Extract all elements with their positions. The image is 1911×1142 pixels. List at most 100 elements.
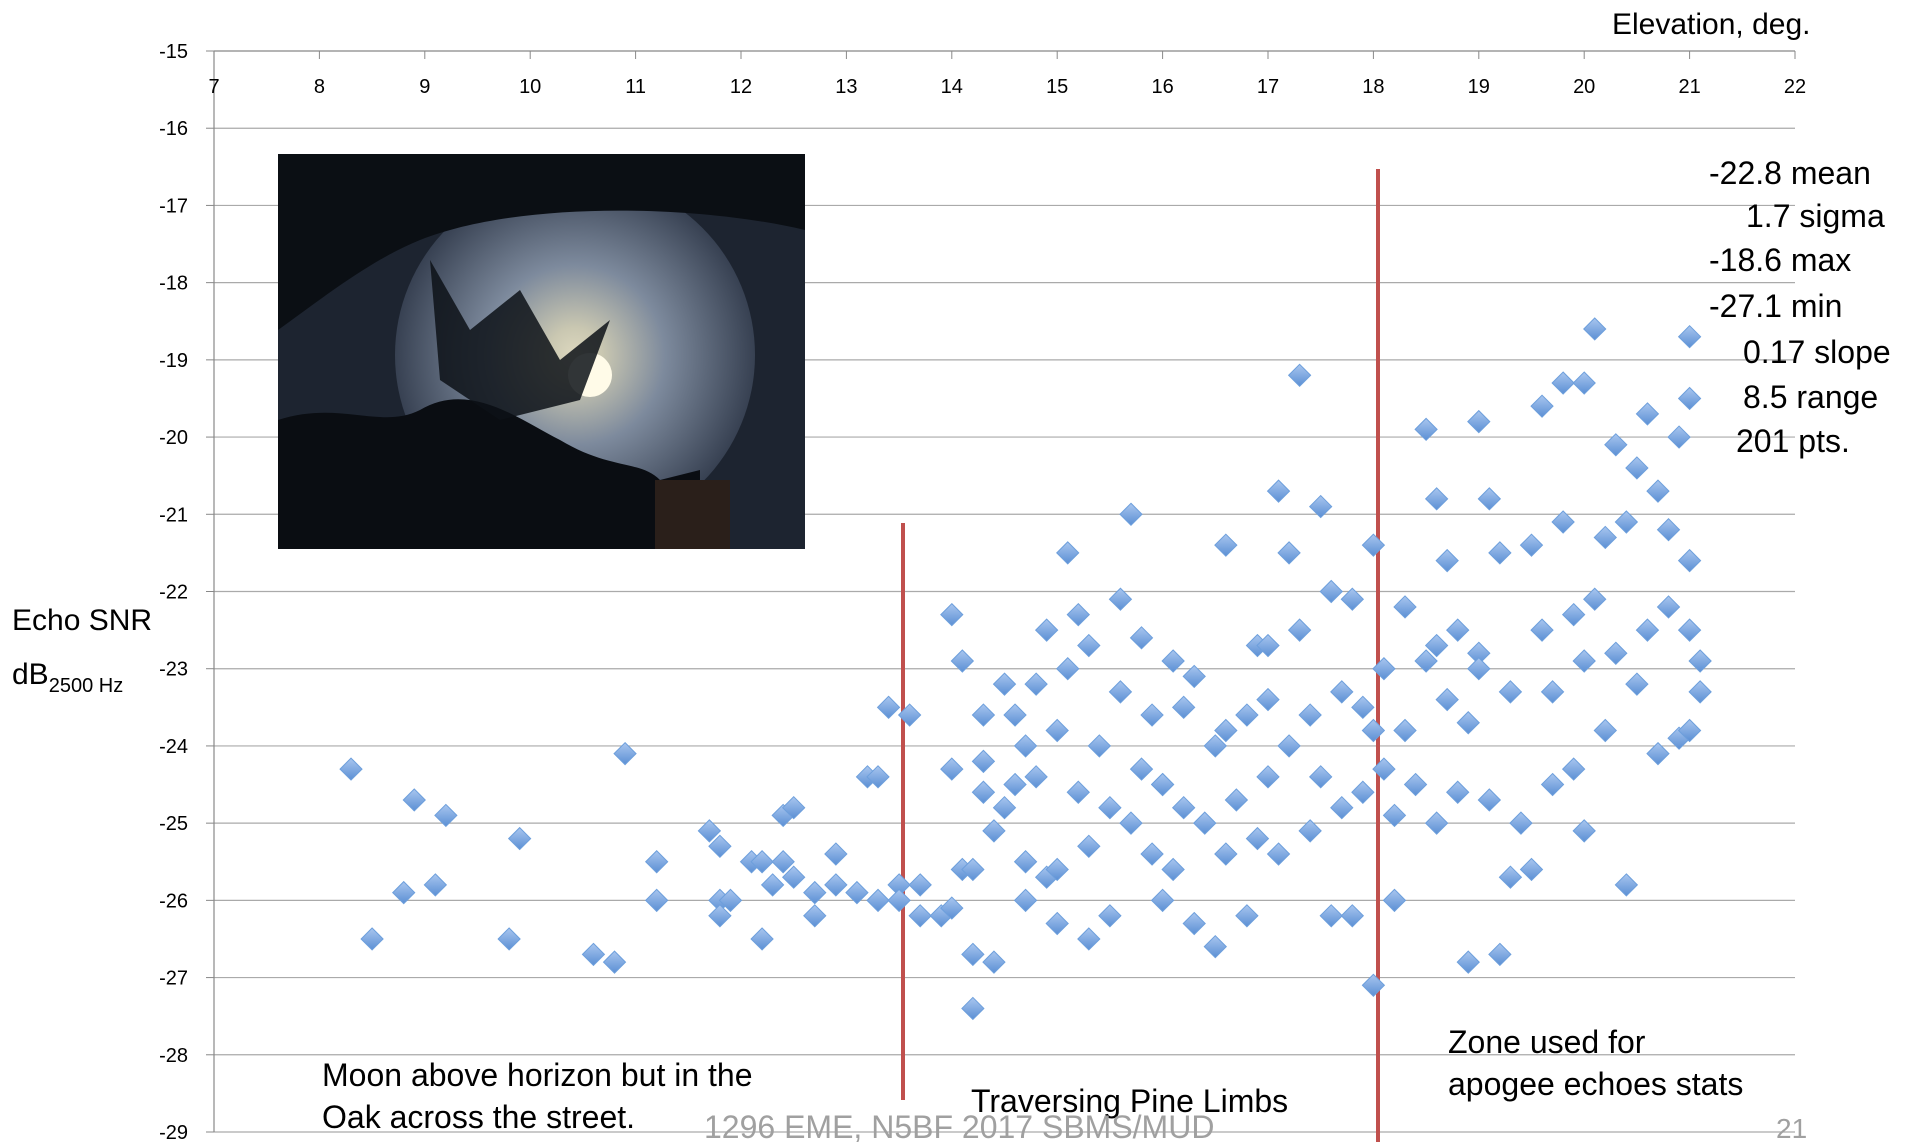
point: [1531, 619, 1553, 641]
point: [1341, 905, 1363, 927]
annotation: Zone used for: [1448, 1024, 1646, 1060]
point: [1563, 758, 1585, 780]
point: [1289, 364, 1311, 386]
stat-label: 8.5 range: [1743, 379, 1878, 415]
point: [751, 928, 773, 950]
point: [804, 905, 826, 927]
x-tick-label: 15: [1046, 76, 1068, 98]
point: [1299, 704, 1321, 726]
y-tick-label: -26: [159, 890, 188, 912]
y-tick-label: -22: [159, 582, 188, 604]
point: [1405, 774, 1427, 796]
point: [1078, 635, 1100, 657]
x-tick-label: 7: [208, 76, 219, 98]
x-tick-label: 21: [1678, 76, 1700, 98]
point: [1499, 866, 1521, 888]
point: [1162, 858, 1184, 880]
point: [1173, 797, 1195, 819]
x-tick-label: 8: [314, 76, 325, 98]
point: [1131, 627, 1153, 649]
y-tick-label: -18: [159, 273, 188, 295]
point: [1478, 789, 1500, 811]
x-tick-label: 10: [519, 76, 541, 98]
point: [1647, 480, 1669, 502]
annotation: apogee echoes stats: [1448, 1066, 1743, 1102]
point: [941, 758, 963, 780]
point: [1436, 550, 1458, 572]
moon-photo: [278, 154, 805, 549]
x-tick-label: 11: [625, 76, 646, 98]
point: [1447, 619, 1469, 641]
x-tick-label: 18: [1362, 76, 1384, 98]
y-tick-label: -20: [159, 427, 188, 449]
point: [1015, 851, 1037, 873]
point: [909, 874, 931, 896]
point: [1289, 619, 1311, 641]
point: [1552, 372, 1574, 394]
point: [1626, 457, 1648, 479]
point: [1025, 673, 1047, 695]
x-tick-label: 13: [835, 76, 857, 98]
point: [1457, 712, 1479, 734]
point: [1320, 905, 1342, 927]
x-tick-label: 19: [1468, 76, 1490, 98]
y-tick-label: -27: [159, 968, 188, 990]
point: [1563, 604, 1585, 626]
y-tick-label: -29: [159, 1122, 188, 1142]
point: [1078, 835, 1100, 857]
footer: 1296 EME, N5BF 2017 SBMS/MUD: [704, 1109, 1214, 1142]
point: [1120, 812, 1142, 834]
x-tick-label: 14: [941, 76, 963, 98]
point: [825, 843, 847, 865]
x-axis-label: Elevation, deg.: [1612, 8, 1810, 41]
stat-label: -18.6 max: [1709, 242, 1851, 278]
point: [1099, 905, 1121, 927]
point: [1078, 928, 1100, 950]
point: [1057, 658, 1079, 680]
point: [1236, 905, 1258, 927]
point: [983, 951, 1005, 973]
point: [1067, 781, 1089, 803]
point: [1426, 812, 1448, 834]
point: [1658, 519, 1680, 541]
point: [1204, 936, 1226, 958]
point: [762, 874, 784, 896]
point: [1015, 735, 1037, 757]
point: [1679, 550, 1701, 572]
point: [1658, 596, 1680, 618]
point: [1268, 843, 1290, 865]
point: [1310, 766, 1332, 788]
point: [1426, 488, 1448, 510]
point: [825, 874, 847, 896]
point: [1394, 596, 1416, 618]
point: [646, 851, 668, 873]
point: [498, 928, 520, 950]
point: [1457, 951, 1479, 973]
point: [994, 673, 1016, 695]
stat-label: 1.7 sigma: [1746, 198, 1885, 234]
point: [403, 789, 425, 811]
point: [962, 997, 984, 1019]
point: [1679, 387, 1701, 409]
point: [1036, 619, 1058, 641]
point: [1257, 689, 1279, 711]
point: [994, 797, 1016, 819]
x-tick-label: 12: [730, 76, 752, 98]
point: [1320, 581, 1342, 603]
point: [1594, 526, 1616, 548]
point: [1542, 774, 1564, 796]
point: [1173, 696, 1195, 718]
point: [941, 604, 963, 626]
x-tick-label: 22: [1784, 76, 1806, 98]
point: [509, 828, 531, 850]
point: [1268, 480, 1290, 502]
point: [1679, 619, 1701, 641]
point: [1215, 534, 1237, 556]
point: [972, 750, 994, 772]
point: [1215, 843, 1237, 865]
y-tick-label: -21: [159, 504, 188, 526]
point: [1436, 689, 1458, 711]
y-axis-subscript: 2500 Hz: [49, 675, 124, 697]
point: [1531, 395, 1553, 417]
stat-label: 0.17 slope: [1743, 334, 1891, 370]
